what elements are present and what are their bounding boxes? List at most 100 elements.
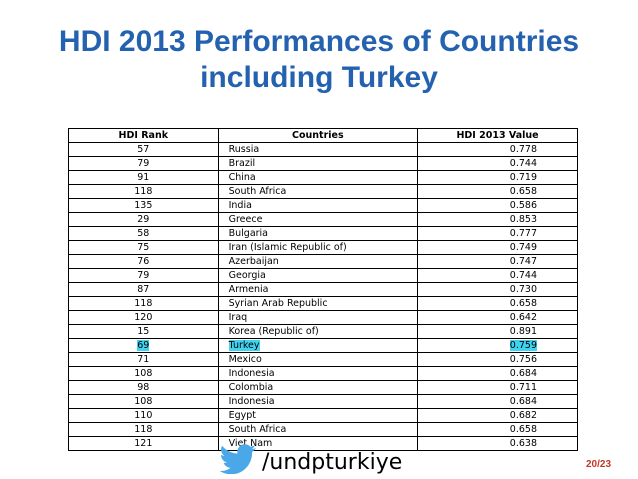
table-cell: 0.586 bbox=[417, 198, 578, 213]
table-cell: 58 bbox=[68, 226, 219, 241]
table-cell: Indonesia bbox=[217, 394, 419, 409]
page-number: 20/23 bbox=[586, 459, 612, 470]
table-cell: 0.759 bbox=[417, 338, 578, 353]
table-row: 91 China 0.719 bbox=[68, 170, 578, 185]
table-cell: Iraq bbox=[217, 310, 419, 325]
table-cell: 0.658 bbox=[417, 296, 578, 311]
table-cell: 76 bbox=[68, 254, 219, 269]
table-cell: 0.684 bbox=[417, 394, 578, 409]
table-cell: 121 bbox=[68, 436, 219, 451]
title-line: including Turkey bbox=[200, 61, 438, 94]
table-row: 87 Armenia 0.730 bbox=[68, 282, 578, 297]
table-row: 69 Turkey 0.759 bbox=[68, 338, 578, 353]
table-cell: Brazil bbox=[217, 156, 419, 171]
table-cell: Viet Nam bbox=[217, 436, 419, 451]
table-row: 118 South Africa 0.658 bbox=[68, 184, 578, 199]
table-row: 79 Georgia 0.744 bbox=[68, 268, 578, 283]
title: HDI 2013 Performances of Countries inclu… bbox=[0, 24, 638, 96]
table-row: 15 Korea (Republic of) 0.891 bbox=[68, 324, 578, 339]
table-row: 75 Iran (Islamic Republic of) 0.749 bbox=[68, 240, 578, 255]
column-header: Countries bbox=[217, 128, 419, 143]
table-row: 121 Viet Nam 0.638 bbox=[68, 436, 578, 451]
table-cell: Colombia bbox=[217, 380, 419, 395]
table-cell: Korea (Republic of) bbox=[217, 324, 419, 339]
table-row: 71 Mexico 0.756 bbox=[68, 352, 578, 367]
table-row: 118 Syrian Arab Republic 0.658 bbox=[68, 296, 578, 311]
table-cell: 108 bbox=[68, 394, 219, 409]
table-cell: 0.744 bbox=[417, 156, 578, 171]
table-row: 120 Iraq 0.642 bbox=[68, 310, 578, 325]
table-row: 58 Bulgaria 0.777 bbox=[68, 226, 578, 241]
table-cell: 15 bbox=[68, 324, 219, 339]
table-cell: South Africa bbox=[217, 184, 419, 199]
table-cell: 118 bbox=[68, 184, 219, 199]
table-cell: Iran (Islamic Republic of) bbox=[217, 240, 419, 255]
highlighted-text: 0.759 bbox=[509, 339, 537, 351]
table-body: 57 Russia 0.778 79 Brazil 0.744 91 China 0.719 11… bbox=[68, 142, 578, 451]
table-cell: Armenia bbox=[217, 282, 419, 297]
table-cell: 0.756 bbox=[417, 352, 578, 367]
table-cell: Indonesia bbox=[217, 366, 419, 381]
title-line: HDI 2013 Performances of Countries bbox=[58, 25, 580, 58]
table-cell: 75 bbox=[68, 240, 219, 255]
table-cell: 118 bbox=[68, 422, 219, 437]
table-cell: Syrian Arab Republic bbox=[217, 296, 419, 311]
highlighted-text: 69 bbox=[137, 339, 150, 351]
table-cell: Egypt bbox=[217, 408, 419, 423]
table-row: 110 Egypt 0.682 bbox=[68, 408, 578, 423]
twitter-handle: /undpturkiye bbox=[262, 450, 403, 475]
table-cell: 0.891 bbox=[417, 324, 578, 339]
table-cell: South Africa bbox=[217, 422, 419, 437]
table-row: 29 Greece 0.853 bbox=[68, 212, 578, 227]
column-header: HDI 2013 Value bbox=[417, 128, 578, 143]
table-cell: India bbox=[217, 198, 419, 213]
highlighted-text: Turkey bbox=[228, 339, 260, 351]
table-row: 108 Indonesia 0.684 bbox=[68, 394, 578, 409]
table-cell: Turkey bbox=[217, 338, 419, 353]
hdi-table: HDI Rank Countries HDI 2013 Value 57 Russia… bbox=[68, 128, 578, 451]
table-cell: 0.642 bbox=[417, 310, 578, 325]
table-cell: 118 bbox=[68, 296, 219, 311]
table-cell: 110 bbox=[68, 408, 219, 423]
twitter-icon bbox=[219, 444, 256, 474]
table-row: 79 Brazil 0.744 bbox=[68, 156, 578, 171]
table-cell: 79 bbox=[68, 268, 219, 283]
table-cell: 71 bbox=[68, 352, 219, 367]
table-cell: Bulgaria bbox=[217, 226, 419, 241]
table-cell: 0.730 bbox=[417, 282, 578, 297]
table-cell: Azerbaijan bbox=[217, 254, 419, 269]
table-cell: Mexico bbox=[217, 352, 419, 367]
table-cell: 0.747 bbox=[417, 254, 578, 269]
table-cell: 0.853 bbox=[417, 212, 578, 227]
table-cell: 0.711 bbox=[417, 380, 578, 395]
table-row: 76 Azerbaijan 0.747 bbox=[68, 254, 578, 269]
table-cell: 57 bbox=[68, 142, 219, 157]
table-cell: Georgia bbox=[217, 268, 419, 283]
header-row: HDI Rank Countries HDI 2013 Value bbox=[68, 128, 578, 143]
table-cell: 98 bbox=[68, 380, 219, 395]
table-cell: 0.719 bbox=[417, 170, 578, 185]
table-row: 98 Colombia 0.711 bbox=[68, 380, 578, 395]
table-cell: 0.749 bbox=[417, 240, 578, 255]
table-cell: China bbox=[217, 170, 419, 185]
table-cell: 0.682 bbox=[417, 408, 578, 423]
column-header: HDI Rank bbox=[68, 128, 219, 143]
table-cell: 91 bbox=[68, 170, 219, 185]
table-cell: 0.658 bbox=[417, 422, 578, 437]
table-cell: 0.684 bbox=[417, 366, 578, 381]
table-cell: 0.777 bbox=[417, 226, 578, 241]
table-cell: 0.658 bbox=[417, 184, 578, 199]
table-cell: 79 bbox=[68, 156, 219, 171]
table-cell: 120 bbox=[68, 310, 219, 325]
table-cell: Greece bbox=[217, 212, 419, 227]
table-cell: 87 bbox=[68, 282, 219, 297]
table-cell: 0.638 bbox=[417, 436, 578, 451]
table-cell: 29 bbox=[68, 212, 219, 227]
table-row: 135 India 0.586 bbox=[68, 198, 578, 213]
table-cell: Russia bbox=[217, 142, 419, 157]
table-row: 108 Indonesia 0.684 bbox=[68, 366, 578, 381]
table-cell: 0.778 bbox=[417, 142, 578, 157]
table-row: 118 South Africa 0.658 bbox=[68, 422, 578, 437]
table-cell: 69 bbox=[68, 338, 219, 353]
